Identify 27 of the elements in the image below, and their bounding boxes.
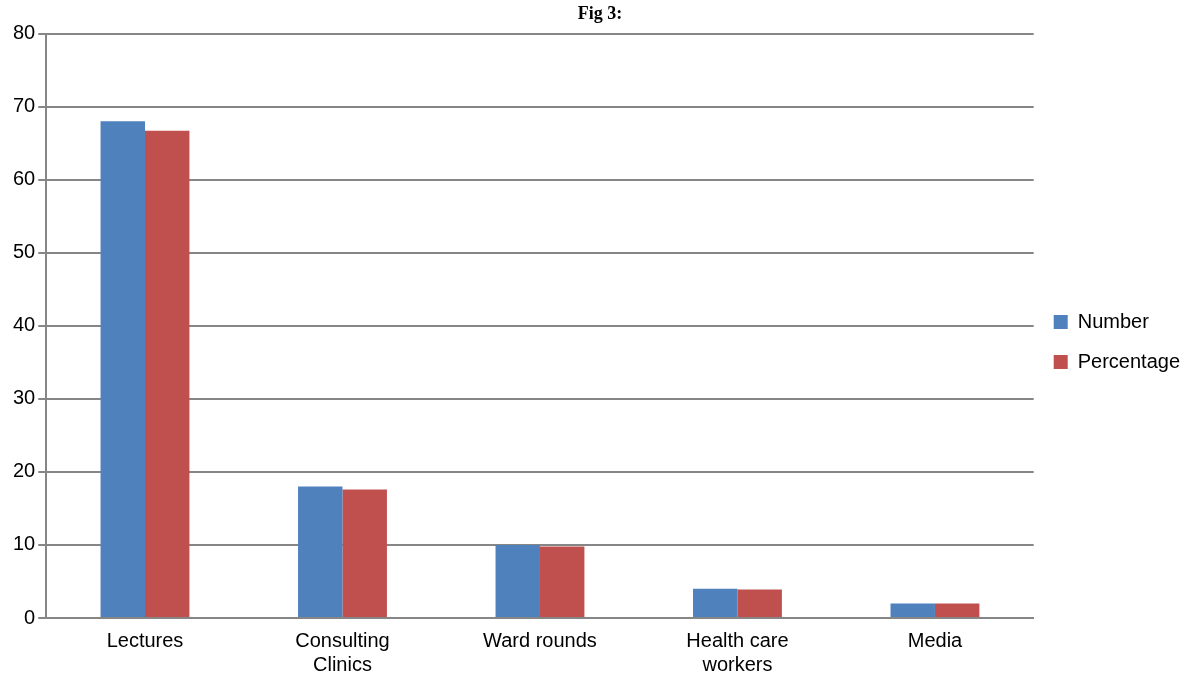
legend-label: Number xyxy=(1077,309,1150,332)
y-tick-label: 0 xyxy=(24,605,36,628)
y-tick-label: 40 xyxy=(13,313,36,336)
bar xyxy=(495,544,540,617)
y-tick-label: 20 xyxy=(13,459,36,482)
x-tick-label: Media xyxy=(907,628,964,651)
x-tick-label: Health care workers xyxy=(686,628,789,675)
y-tick-label: 70 xyxy=(13,94,36,117)
y-tick-label: 60 xyxy=(13,167,36,190)
x-tick-label: Ward rounds xyxy=(483,628,597,651)
chart-title: Fig 3: xyxy=(577,3,623,24)
x-tick-label: Lectures xyxy=(106,628,184,651)
bar xyxy=(298,486,343,617)
bar xyxy=(100,121,145,617)
x-tick-label: Consulting Clinics xyxy=(295,628,390,675)
bar xyxy=(539,546,585,617)
y-tick-label: 80 xyxy=(13,21,36,44)
y-tick-label: 30 xyxy=(13,386,36,409)
legend-label: Percentage xyxy=(1077,349,1180,372)
y-tick-label: 10 xyxy=(13,532,36,555)
bar xyxy=(890,603,935,617)
bar xyxy=(934,603,980,617)
y-tick-label: 50 xyxy=(13,240,36,263)
bar xyxy=(144,130,190,617)
bar xyxy=(737,589,782,617)
bar xyxy=(693,588,738,617)
bar xyxy=(342,489,387,617)
